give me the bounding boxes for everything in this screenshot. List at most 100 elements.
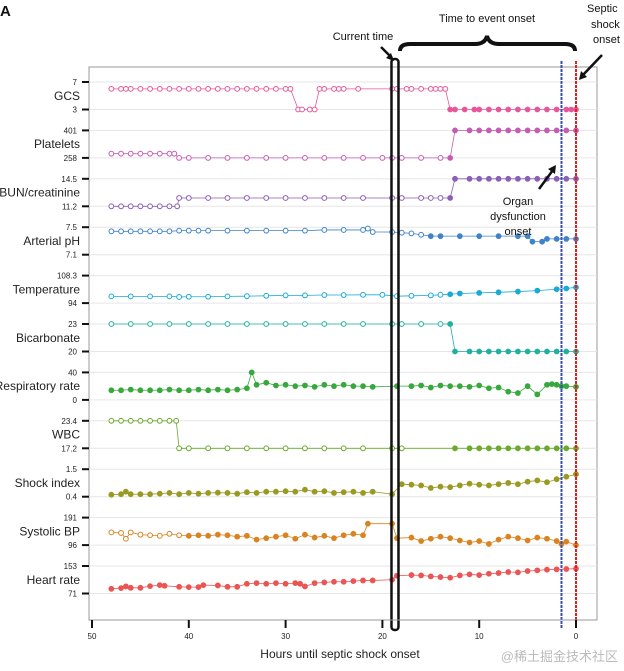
data-point	[495, 175, 502, 182]
data-point	[476, 233, 483, 240]
data-point	[398, 321, 405, 327]
data-point	[447, 574, 454, 581]
data-point	[447, 155, 454, 161]
data-point	[243, 445, 250, 452]
data-point	[553, 476, 560, 483]
data-point	[224, 321, 231, 327]
data-point	[137, 417, 144, 424]
data-point	[292, 383, 299, 390]
data-point	[485, 106, 492, 113]
y-tick-label: 14.5	[61, 175, 77, 184]
data-point	[379, 291, 386, 298]
data-point	[156, 582, 163, 589]
data-point	[321, 292, 328, 298]
data-point	[350, 530, 357, 537]
data-point	[544, 235, 550, 242]
data-point	[485, 570, 492, 577]
data-point	[224, 227, 231, 234]
data-point	[243, 489, 250, 496]
data-point	[302, 445, 308, 452]
data-point	[118, 491, 124, 498]
data-point	[515, 106, 521, 113]
data-point	[563, 383, 570, 390]
data-point	[263, 195, 270, 201]
data-point	[364, 520, 371, 527]
data-point	[108, 203, 115, 210]
data-point	[156, 228, 163, 235]
data-point	[282, 381, 289, 388]
data-point	[127, 417, 134, 424]
y-tick-label: 401	[64, 126, 78, 135]
data-point	[273, 382, 279, 389]
data-point	[360, 445, 366, 452]
data-point	[437, 533, 444, 540]
data-point	[485, 348, 492, 355]
data-point	[287, 85, 294, 92]
panel-label: A	[0, 3, 11, 20]
data-point	[563, 348, 570, 355]
data-point	[408, 534, 415, 541]
data-point	[485, 175, 492, 182]
data-point	[553, 286, 560, 293]
data-point	[224, 293, 231, 300]
data-point	[427, 85, 434, 92]
data-point	[253, 85, 260, 92]
data-point	[108, 150, 115, 157]
data-point	[263, 535, 270, 542]
data-point	[147, 228, 153, 235]
time-to-event-label: Time to event onset	[439, 13, 535, 25]
data-point	[195, 85, 202, 92]
data-point	[147, 417, 153, 424]
data-point	[122, 488, 129, 495]
data-point	[224, 195, 231, 201]
data-point	[544, 535, 550, 542]
data-point	[553, 348, 560, 355]
data-point	[302, 155, 308, 161]
data-point	[108, 228, 115, 235]
data-point	[185, 195, 192, 201]
data-point	[515, 535, 521, 542]
track-wbc: 23.4 17.2 WBC	[52, 417, 597, 453]
data-point	[176, 85, 183, 92]
data-point	[224, 445, 231, 452]
data-point	[311, 488, 318, 495]
data-point	[108, 85, 115, 92]
data-point	[548, 381, 555, 387]
y-tick-label: 40	[68, 368, 77, 377]
data-point	[173, 417, 180, 424]
data-point	[418, 321, 425, 327]
data-point	[273, 85, 279, 92]
organ-dysfunction-label-1: Organ	[503, 196, 534, 208]
y-tick-label: 1.5	[66, 465, 78, 474]
data-point	[350, 488, 357, 495]
watermark: @稀土掘金技术社区	[501, 649, 618, 664]
data-point	[108, 529, 115, 536]
data-point	[495, 233, 502, 240]
data-point	[137, 531, 144, 538]
septic-shock-arrow	[581, 54, 603, 77]
track-label: GCS	[54, 89, 80, 103]
data-point	[302, 382, 308, 389]
data-point	[485, 541, 492, 547]
data-point	[534, 348, 541, 355]
data-point	[147, 293, 153, 300]
data-point	[205, 155, 212, 161]
track-temperature: 108.3 94 Temperature	[13, 272, 597, 308]
data-point	[118, 150, 124, 157]
data-point	[476, 445, 483, 452]
data-point	[273, 580, 279, 587]
data-point	[234, 583, 241, 590]
data-point	[311, 534, 318, 541]
data-point	[544, 348, 550, 355]
data-point	[234, 533, 241, 540]
data-point	[456, 290, 463, 297]
data-point	[495, 536, 502, 543]
data-point	[176, 155, 183, 161]
data-point	[340, 578, 347, 585]
data-point	[418, 231, 425, 238]
data-point	[534, 106, 541, 113]
data-point	[118, 530, 124, 536]
data-point	[340, 532, 347, 539]
data-point	[185, 155, 192, 161]
data-point	[529, 238, 536, 245]
